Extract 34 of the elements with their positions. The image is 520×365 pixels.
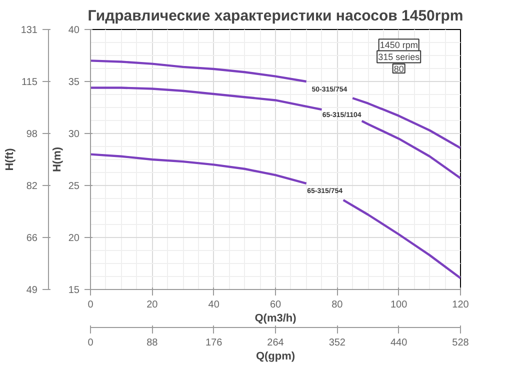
y2-tick-label: 131: [20, 25, 38, 36]
y2-tick-label: 82: [26, 181, 38, 192]
annotation: 80: [394, 64, 404, 74]
y2-tick-label: 49: [26, 285, 38, 296]
y-tick-label: 35: [68, 77, 80, 88]
x2-tick-label: 0: [88, 338, 94, 348]
y-tick-label: 25: [68, 181, 80, 192]
x-tick-label: 40: [208, 300, 220, 310]
x-tick-label: 80: [332, 300, 344, 310]
y-tick-label: 40: [68, 25, 80, 36]
y2-tick-label: 66: [26, 233, 38, 244]
y-axis-title: H(m): [51, 146, 64, 172]
x-tick-label: 0: [88, 300, 94, 310]
y-tick-label: 20: [68, 233, 80, 244]
annotation: 1450 rpm: [380, 40, 418, 50]
x2-tick-label: 440: [390, 338, 408, 348]
y-tick-label: 30: [68, 129, 80, 140]
x-tick-label: 120: [452, 300, 470, 310]
x-axis-title: Q(m3/h): [254, 312, 297, 324]
y2-tick-label: 98: [26, 129, 38, 140]
y-tick-label: 15: [68, 285, 80, 296]
x2-tick-label: 264: [267, 338, 284, 348]
x-tick-label: 20: [146, 300, 158, 310]
x2-tick-label: 176: [205, 338, 223, 348]
x-tick-label: 100: [390, 300, 408, 310]
chart-title: Гидравлические характеристики насосов 1450rpm: [88, 8, 464, 24]
x2-tick-label: 352: [328, 338, 346, 348]
y2-tick-label: 115: [22, 77, 38, 88]
y2-axis-title: H(ft): [4, 148, 16, 171]
x2-tick-label: 528: [452, 338, 470, 348]
x-tick-label: 60: [270, 300, 282, 310]
x2-axis-title: Q(gpm): [256, 350, 296, 362]
annotation: 315 series: [378, 52, 420, 62]
x2-tick-label: 88: [146, 338, 158, 348]
